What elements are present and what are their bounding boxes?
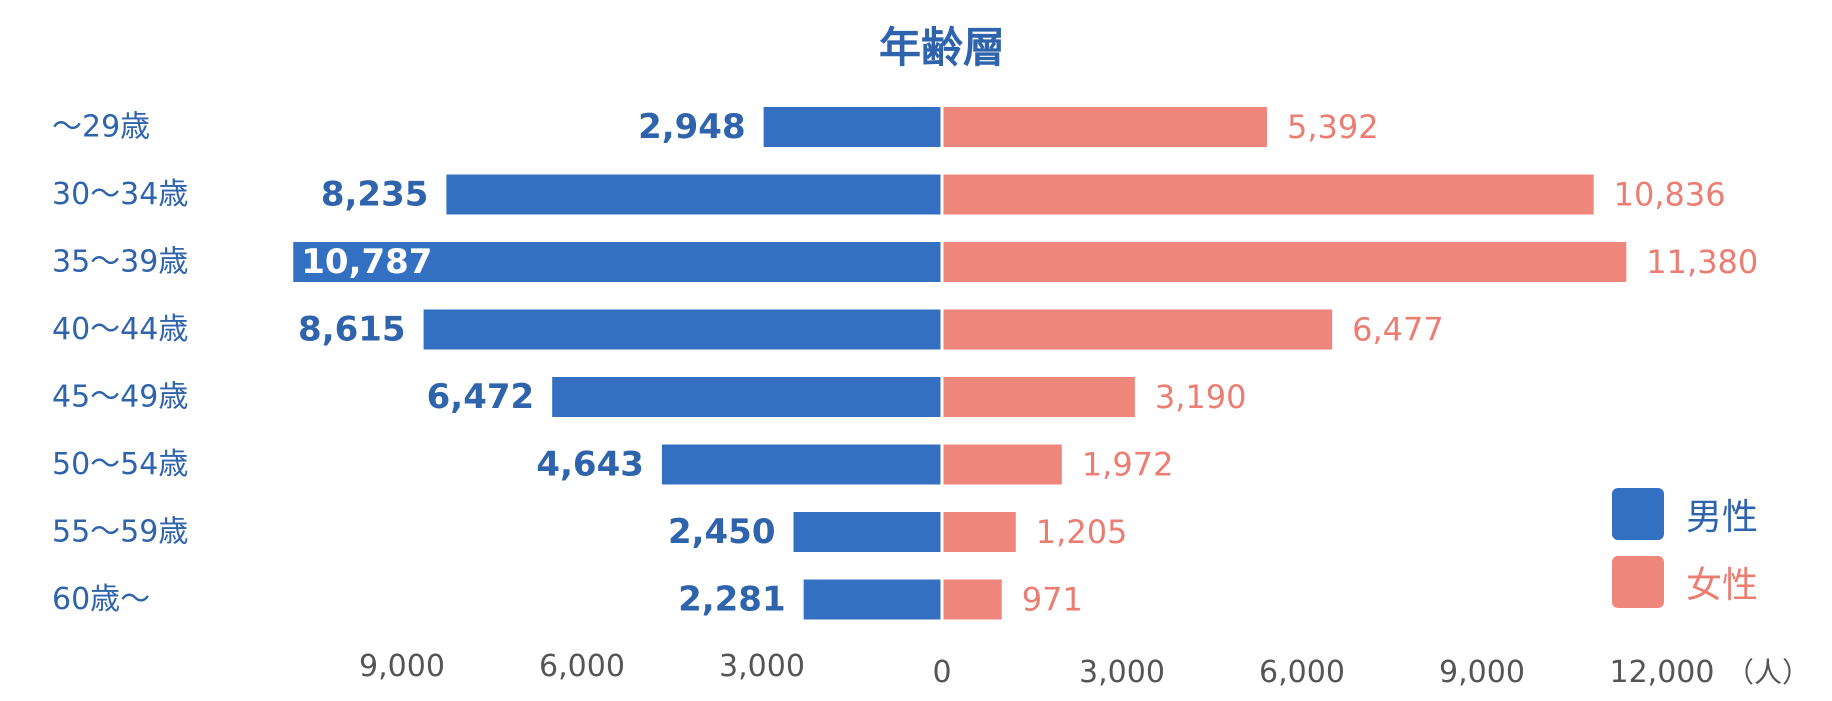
value-label-female: 5,392 [1287, 108, 1379, 146]
value-label-male: 2,281 [678, 580, 786, 620]
legend-label-female: 女性 [1686, 565, 1759, 606]
value-label-male: 8,615 [298, 310, 406, 350]
bar-female [943, 242, 1627, 282]
x-tick-label-right: 9,000 [1439, 655, 1525, 690]
bar-male [552, 377, 941, 417]
x-tick-label-right: 12,000 [1610, 655, 1715, 690]
value-label-male: 6,472 [427, 377, 535, 417]
chart-title: 年齢層 [878, 23, 1005, 72]
x-tick-label-left: 3,000 [719, 649, 805, 684]
value-label-female: 11,380 [1646, 243, 1758, 281]
category-label: 60歳～ [52, 582, 150, 617]
category-label: 30～34歳 [52, 177, 188, 212]
legend-label-male: 男性 [1686, 497, 1759, 538]
category-label: 40～44歳 [52, 312, 188, 347]
bar-female [943, 579, 1002, 620]
value-label-male: 10,787 [301, 242, 432, 282]
legend-item-male: 男性 [1612, 488, 1758, 540]
value-label-male: 4,643 [536, 445, 644, 485]
category-label: 50～54歳 [52, 447, 188, 482]
value-label-female: 3,190 [1155, 378, 1247, 416]
category-label: 45～49歳 [52, 380, 188, 415]
x-axis-unit: （人） [1726, 656, 1810, 689]
value-label-female: 6,477 [1352, 311, 1444, 349]
value-label-male: 8,235 [321, 175, 429, 215]
bar-female [943, 107, 1268, 147]
value-label-male: 2,450 [668, 512, 776, 552]
bar-male [803, 579, 941, 620]
bar-male [446, 174, 941, 215]
bar-female [943, 512, 1016, 552]
value-label-female: 1,205 [1036, 513, 1128, 551]
bar-male [423, 309, 941, 350]
value-label-female: 10,836 [1614, 176, 1726, 214]
bar-female [943, 174, 1594, 215]
bar-male [763, 107, 941, 147]
bar-male [661, 444, 941, 485]
value-label-female: 971 [1022, 581, 1083, 619]
legend-swatch-female [1612, 556, 1664, 608]
bar-male [793, 512, 941, 552]
category-label: 55～59歳 [52, 515, 188, 550]
x-tick-label-right: 6,000 [1259, 655, 1345, 690]
bar-female [943, 309, 1333, 350]
x-tick-label-right: 3,000 [1079, 655, 1165, 690]
x-tick-label-zero: 0 [932, 655, 951, 690]
x-tick-label-left: 9,000 [359, 649, 445, 684]
bar-female [943, 377, 1135, 417]
bar-female [943, 444, 1062, 485]
value-label-male: 2,948 [638, 107, 746, 147]
legend-item-female: 女性 [1612, 556, 1758, 608]
value-label-female: 1,972 [1082, 446, 1174, 484]
category-label: 35～39歳 [52, 245, 188, 280]
x-tick-label-left: 6,000 [539, 649, 625, 684]
legend-swatch-male [1612, 488, 1664, 540]
bar-male [293, 242, 941, 282]
category-label: ～29歳 [52, 110, 150, 145]
